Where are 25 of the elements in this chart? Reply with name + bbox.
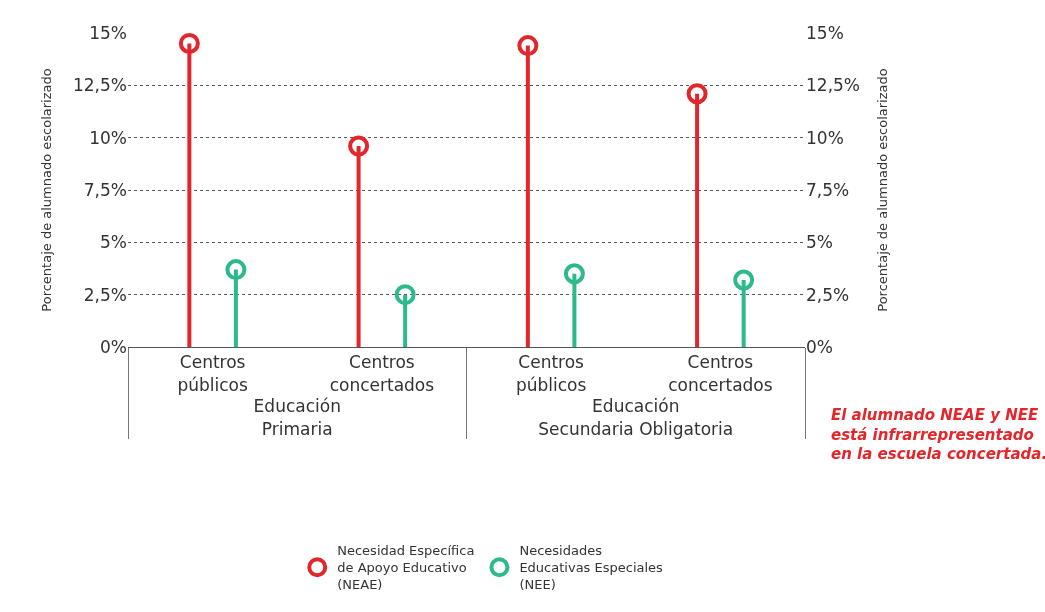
y2-tick-label: 5% (806, 232, 833, 253)
y2-tick-label: 10% (806, 127, 844, 148)
y2-tick-label: 0% (806, 336, 833, 357)
y-tick-label: 7,5% (83, 179, 127, 200)
legend-label: Necesidad Específica de Apoyo Educativo (NEAE) (337, 543, 475, 593)
text: El alumnado NEAE y NEE está infrarrepresentado en la escuela concertada. (831, 406, 1045, 463)
y-axis-title: Porcentaje de alumnado escolarizado (38, 68, 54, 312)
legend-label: Necesidades Educativas Especiales (NEE) (519, 543, 664, 593)
y-tick-label: 10% (89, 127, 127, 148)
y2-tick-label: 12,5% (806, 75, 861, 96)
y2-axis-title: Porcentaje de alumnado escolarizado (874, 68, 890, 312)
y2-tick-label: 2,5% (806, 284, 850, 305)
y-tick-label: 0% (100, 336, 127, 357)
x-tick-label: Centros concertados (668, 352, 773, 395)
text: Educación Secundaria Obligatoria (538, 396, 734, 439)
x-tick-label: Centros públicos (515, 352, 587, 395)
y2-tick-label: 15% (806, 22, 844, 43)
text: Educación Primaria (253, 396, 341, 439)
y-tick-label: 2,5% (83, 284, 127, 305)
y-tick-label: 5% (100, 232, 127, 253)
x-tick-label: Centros públicos (177, 352, 248, 395)
y2-tick-label: 7,5% (806, 179, 850, 200)
x-tick-label: Centros concertados (329, 352, 435, 395)
y-tick-label: 12,5% (72, 75, 127, 96)
y-tick-label: 15% (89, 22, 127, 43)
